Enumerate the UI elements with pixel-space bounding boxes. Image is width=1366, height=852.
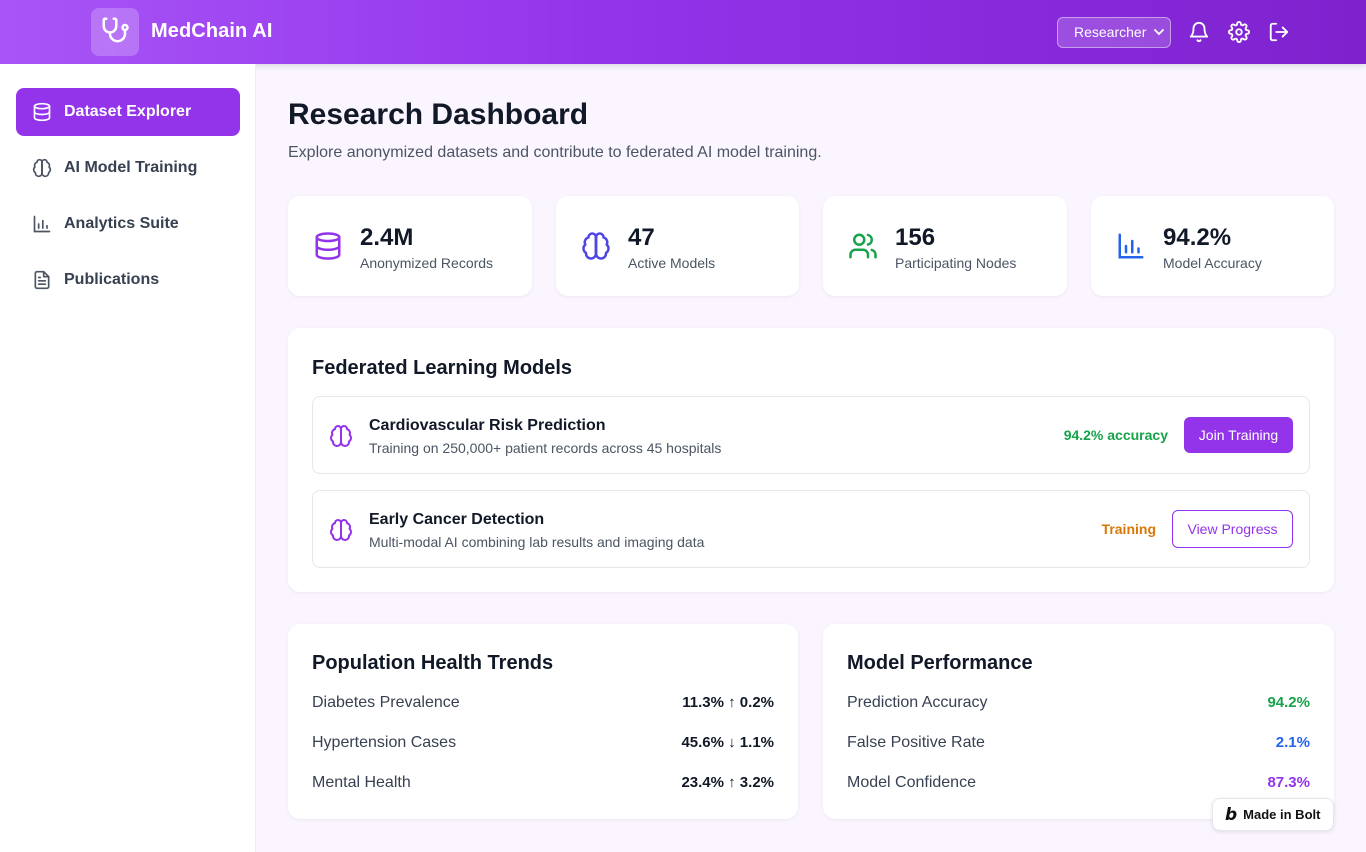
trend-row: Hypertension Cases 45.6% ↓ 1.1% xyxy=(312,734,774,756)
badge-label: Made in Bolt xyxy=(1243,807,1321,822)
sidebar-item-analytics-suite[interactable]: Analytics Suite xyxy=(16,200,240,248)
stat-value: 2.4M xyxy=(360,224,414,251)
stat-label: Participating Nodes xyxy=(895,255,1017,271)
trend-row: Diabetes Prevalence 11.3% ↑ 0.2% xyxy=(312,694,774,716)
model-row-cardiovascular: Cardiovascular Risk Prediction Training … xyxy=(312,396,1310,474)
performance-value: 94.2% xyxy=(1267,694,1310,711)
performance-value: 2.1% xyxy=(1275,734,1310,751)
page-subtitle: Explore anonymized datasets and contribu… xyxy=(288,144,822,161)
stat-label: Anonymized Records xyxy=(360,255,494,271)
bell-icon[interactable] xyxy=(1187,20,1211,44)
federated-models-card: Federated Learning Models Cardiovascular… xyxy=(288,328,1334,592)
bar-chart-icon xyxy=(32,214,52,234)
brain-icon xyxy=(580,230,612,262)
sidebar-item-dataset-explorer[interactable]: Dataset Explorer xyxy=(16,88,240,136)
model-name: Cardiovascular Risk Prediction xyxy=(369,417,606,434)
trend-value: 45.6% ↓ 1.1% xyxy=(681,734,774,751)
sidebar-item-label: Analytics Suite xyxy=(64,215,179,232)
page-title: Research Dashboard xyxy=(288,98,589,131)
sidebar-item-label: Dataset Explorer xyxy=(64,103,192,120)
role-select[interactable]: Researcher xyxy=(1057,17,1171,48)
model-performance-card: Model Performance Prediction Accuracy 94… xyxy=(823,624,1334,819)
trend-row: Mental Health 23.4% ↑ 3.2% xyxy=(312,774,774,796)
made-in-bolt-badge[interactable]: b Made in Bolt xyxy=(1212,798,1334,831)
stat-card-accuracy: 94.2% Model Accuracy xyxy=(1091,196,1334,296)
trend-label: Diabetes Prevalence xyxy=(312,694,460,711)
model-description: Multi-modal AI combining lab results and… xyxy=(369,534,705,550)
section-title: Model Performance xyxy=(847,652,1033,674)
role-select-value: Researcher xyxy=(1074,24,1147,40)
model-status: 94.2% accuracy xyxy=(1063,427,1168,443)
bar-chart-icon xyxy=(1115,230,1147,262)
brain-icon xyxy=(329,518,353,542)
view-progress-button[interactable]: View Progress xyxy=(1172,510,1293,548)
stat-value: 94.2% xyxy=(1163,224,1232,251)
section-title: Population Health Trends xyxy=(312,652,554,674)
model-description: Training on 250,000+ patient records acr… xyxy=(369,440,722,456)
performance-value: 87.3% xyxy=(1267,774,1310,791)
performance-label: Prediction Accuracy xyxy=(847,694,988,711)
app-title: MedChain AI xyxy=(151,20,273,42)
model-row-cancer: Early Cancer Detection Multi-modal AI co… xyxy=(312,490,1310,568)
database-icon xyxy=(312,230,344,262)
top-header: MedChain AI Researcher xyxy=(0,0,1366,64)
logout-icon[interactable] xyxy=(1267,20,1291,44)
brain-icon xyxy=(329,424,353,448)
stat-label: Active Models xyxy=(628,255,716,271)
trend-label: Hypertension Cases xyxy=(312,734,457,751)
sidebar-item-label: AI Model Training xyxy=(64,159,198,176)
performance-label: False Positive Rate xyxy=(847,734,985,751)
chevron-down-icon xyxy=(1154,18,1164,57)
trend-value: 11.3% ↑ 0.2% xyxy=(682,694,774,711)
document-icon xyxy=(32,270,52,290)
stat-label: Model Accuracy xyxy=(1163,255,1262,271)
trend-label: Mental Health xyxy=(312,774,411,791)
performance-row: Prediction Accuracy 94.2% xyxy=(847,694,1310,716)
users-icon xyxy=(847,230,879,262)
sidebar-item-label: Publications xyxy=(64,271,160,288)
stat-card-nodes: 156 Participating Nodes xyxy=(823,196,1067,296)
model-name: Early Cancer Detection xyxy=(369,511,545,528)
model-status: Training xyxy=(1101,521,1156,537)
stat-value: 156 xyxy=(895,224,936,251)
app-logo[interactable] xyxy=(91,8,139,56)
join-training-button[interactable]: Join Training xyxy=(1184,417,1293,453)
database-icon xyxy=(32,102,52,122)
stethoscope-icon xyxy=(100,15,130,50)
stat-card-models: 47 Active Models xyxy=(556,196,799,296)
sidebar: Dataset Explorer AI Model Training Analy… xyxy=(0,64,256,852)
brain-icon xyxy=(32,158,52,178)
bolt-logo-icon: b xyxy=(1225,804,1238,825)
sidebar-item-publications[interactable]: Publications xyxy=(16,256,240,304)
section-title: Federated Learning Models xyxy=(312,357,573,379)
stat-card-records: 2.4M Anonymized Records xyxy=(288,196,532,296)
performance-row: Model Confidence 87.3% xyxy=(847,774,1310,796)
performance-label: Model Confidence xyxy=(847,774,976,791)
stat-value: 47 xyxy=(628,224,655,251)
sidebar-item-ai-model-training[interactable]: AI Model Training xyxy=(16,144,240,192)
population-health-card: Population Health Trends Diabetes Preval… xyxy=(288,624,798,819)
gear-icon[interactable] xyxy=(1227,20,1251,44)
performance-row: False Positive Rate 2.1% xyxy=(847,734,1310,756)
trend-value: 23.4% ↑ 3.2% xyxy=(681,774,774,791)
